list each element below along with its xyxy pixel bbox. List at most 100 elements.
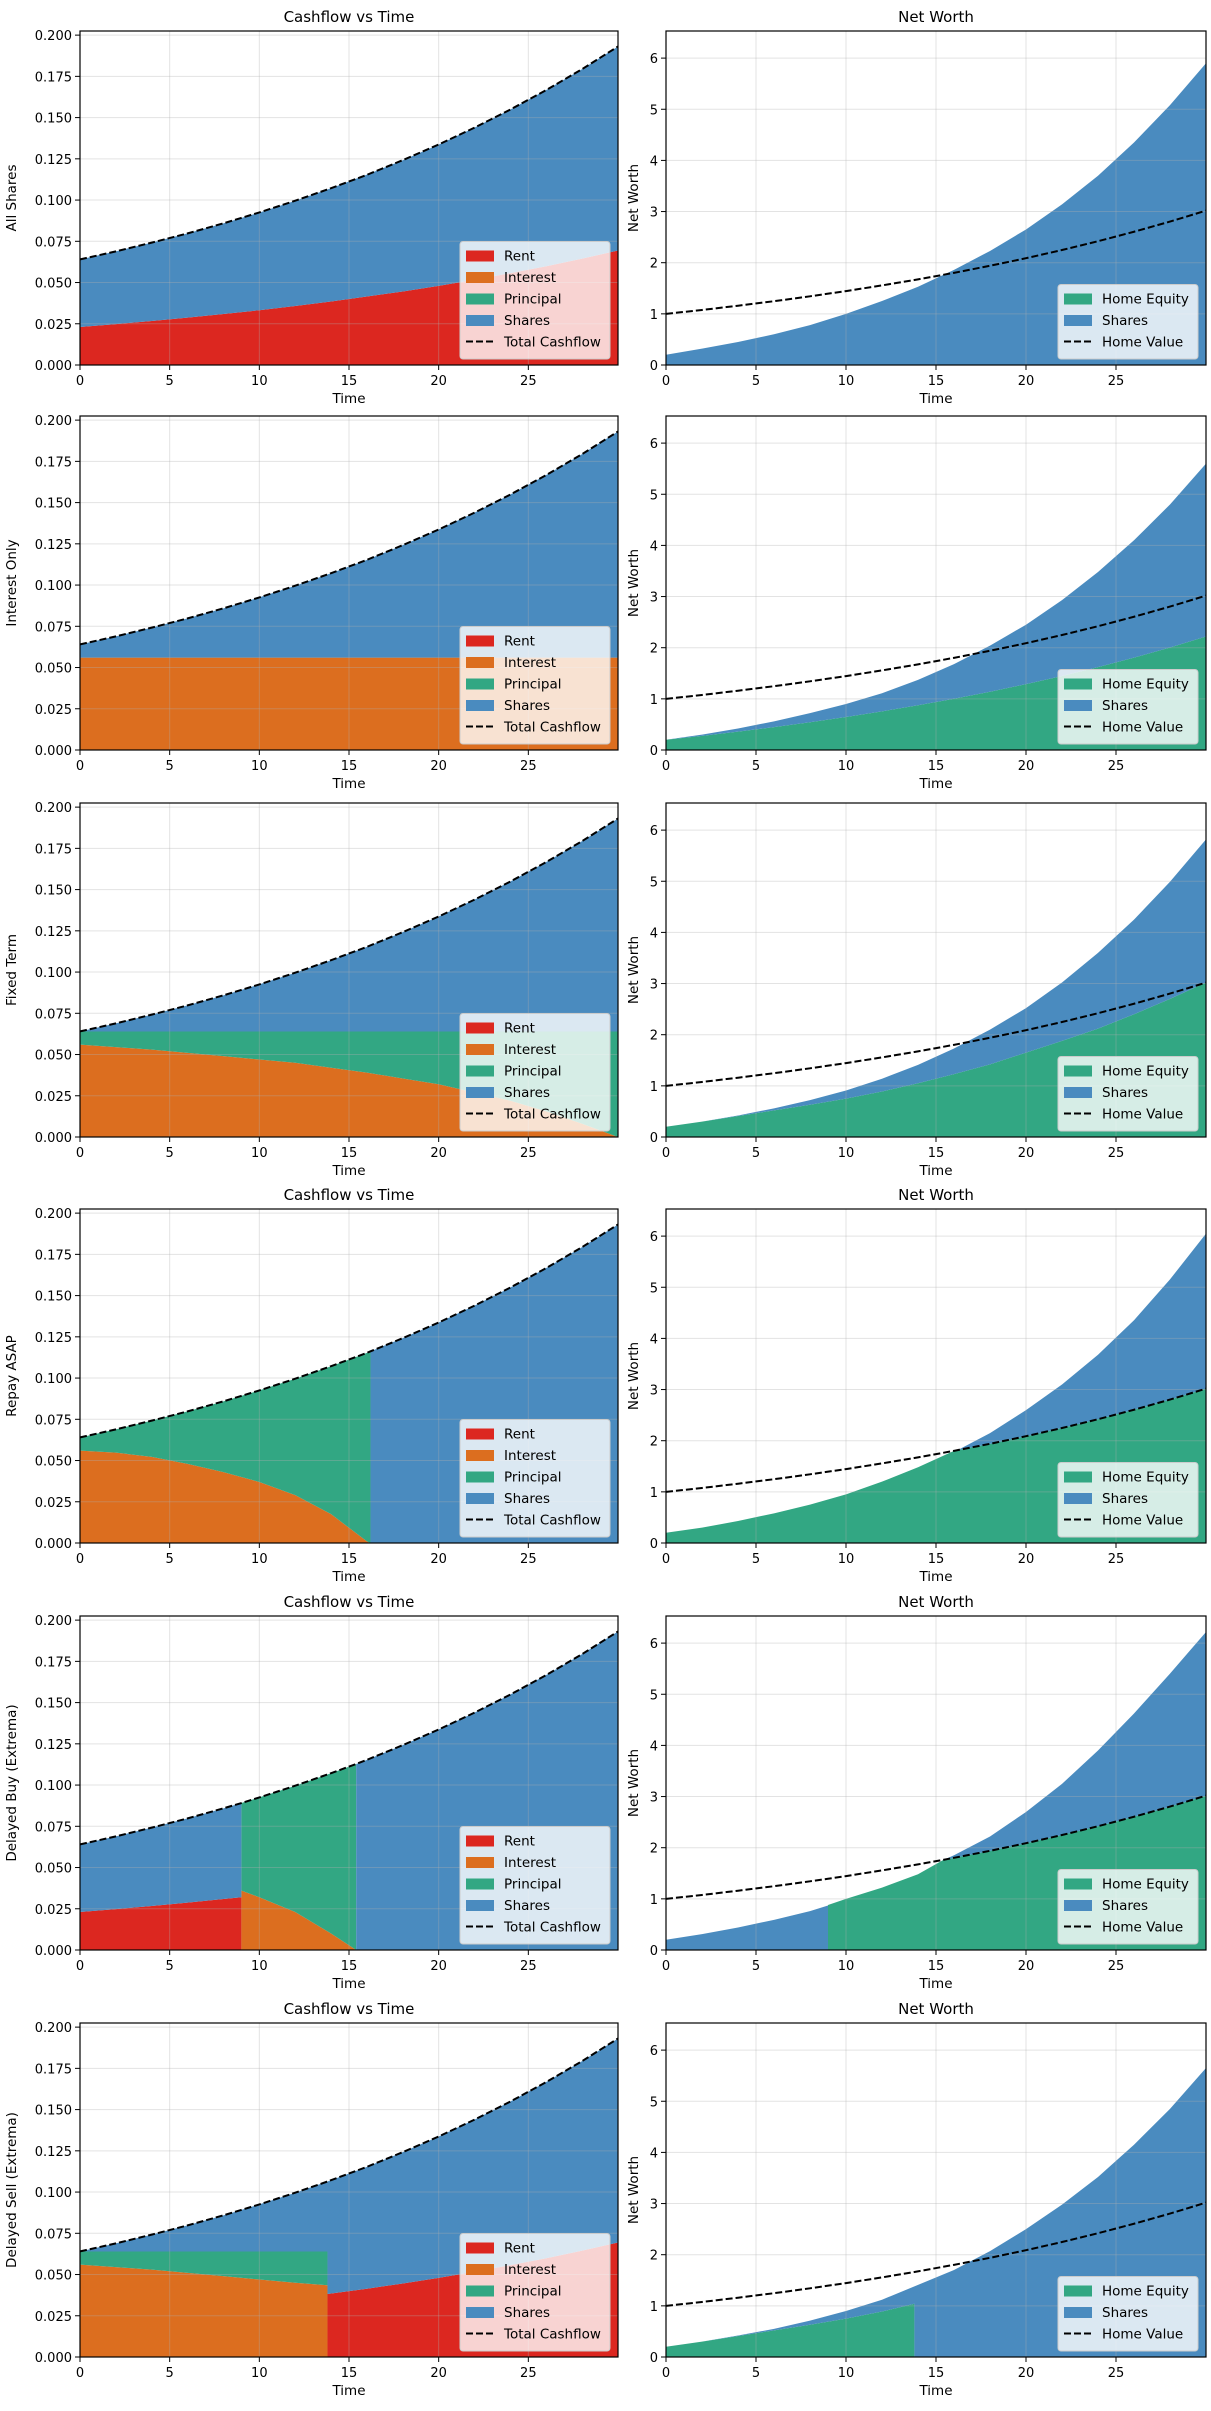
x-tick-label: 0	[76, 759, 84, 774]
legend-label: Shares	[1102, 1491, 1148, 1507]
legend-label: Shares	[1102, 1898, 1148, 1914]
subplot-title: Net Worth	[898, 2000, 974, 2018]
legend-label: Principal	[504, 1064, 562, 1080]
y-tick-label: 3	[650, 978, 658, 993]
legend-swatch	[1064, 1065, 1092, 1077]
y-tick-label: 2	[650, 642, 658, 657]
y-tick-label: 0.125	[35, 1331, 72, 1346]
x-axis-label: Time	[331, 1976, 365, 1992]
y-tick-label: 4	[650, 2146, 658, 2161]
y-tick-label: 0.100	[35, 579, 72, 594]
x-tick-label: 10	[838, 374, 855, 389]
y-tick-label: 3	[650, 591, 658, 606]
y-tick-label: 0.150	[35, 497, 72, 512]
legend-swatch	[466, 293, 494, 305]
x-tick-label: 25	[520, 1552, 537, 1567]
y-axis-label: Net Worth	[626, 164, 642, 232]
y-tick-label: 0.150	[35, 112, 72, 127]
legend-label: Shares	[504, 2305, 550, 2321]
x-tick-label: 5	[166, 1146, 174, 1161]
y-tick-label: 3	[650, 1791, 658, 1806]
y-tick-label: 3	[650, 1384, 658, 1399]
line-total-cashflow	[80, 2037, 618, 2253]
x-tick-label: 20	[1018, 1552, 1035, 1567]
subplot-net-worth-5: 0 5 10 15 20 25 0 1 2 3 4 5 6 Time Net Worth Net Worth H…	[626, 1593, 1207, 1992]
legend-box	[1057, 669, 1199, 745]
line-total-cashflow	[80, 45, 618, 261]
x-tick-label: 25	[1108, 374, 1125, 389]
x-tick-label: 0	[662, 374, 670, 389]
x-tick-label: 20	[430, 1959, 447, 1974]
y-axis-label: Net Worth	[626, 936, 642, 1004]
x-tick-label: 20	[430, 759, 447, 774]
y-tick-label: 0.200	[35, 1614, 72, 1629]
legend-label: Principal	[504, 677, 562, 693]
legend-box	[1057, 284, 1199, 360]
x-axis-label: Time	[918, 391, 952, 407]
legend: Home Equity Shares Home Value	[1057, 1869, 1199, 1945]
legend-swatch	[1064, 1878, 1092, 1890]
subplot-title: Cashflow vs Time	[284, 2000, 415, 2018]
legend: Home Equity Shares Home Value	[1057, 2276, 1199, 2352]
x-tick-label: 25	[1108, 2366, 1125, 2381]
y-tick-label: 0.050	[35, 1049, 72, 1064]
y-tick-label: 0.025	[35, 1090, 72, 1105]
y-tick-label: 5	[650, 1281, 658, 1296]
legend-swatch	[466, 1087, 494, 1098]
legend-label: Shares	[504, 1898, 550, 1914]
legend-swatch	[466, 315, 494, 326]
y-tick-label: 0.000	[35, 1131, 72, 1146]
line-home-value	[666, 209, 1206, 315]
legend-box	[1057, 1462, 1199, 1538]
y-tick-label: 0.100	[35, 1372, 72, 1387]
legend-swatch	[466, 1428, 494, 1440]
y-tick-label: 0.075	[35, 235, 72, 250]
x-tick-label: 20	[1018, 1146, 1035, 1161]
subplot-cashflow-2: 0 5 10 15 20 25 0.000 0.025 0.050 0.075 0.100 0.125…	[4, 414, 619, 792]
subplot-net-worth-6: 0 5 10 15 20 25 0 1 2 3 4 5 6 Time Net Worth Net Worth H…	[626, 2000, 1207, 2399]
y-tick-label: 5	[650, 875, 658, 890]
y-tick-label: 6	[650, 2044, 658, 2059]
y-tick-label: 5	[650, 2095, 658, 2110]
subplot-cashflow-5: 0 5 10 15 20 25 0.000 0.025 0.050 0.075 0.100 0.125…	[4, 1593, 619, 1992]
x-tick-label: 5	[166, 1552, 174, 1567]
x-axis-label: Time	[918, 1976, 952, 1992]
line-total-cashflow	[80, 817, 618, 1033]
y-axis-label: Repay ASAP	[4, 1335, 20, 1417]
legend-label: Home Equity	[1102, 1877, 1189, 1893]
y-tick-label: 6	[650, 1230, 658, 1245]
x-tick-label: 15	[928, 1146, 945, 1161]
y-tick-label: 0.200	[35, 2021, 72, 2036]
y-tick-label: 4	[650, 539, 658, 554]
y-tick-label: 6	[650, 1637, 658, 1652]
y-tick-label: 0.175	[35, 2062, 72, 2077]
legend-swatch	[466, 1900, 494, 1911]
y-tick-label: 4	[650, 926, 658, 941]
legend-swatch	[466, 1835, 494, 1847]
legend-swatch	[466, 2307, 494, 2318]
y-tick-label: 0.000	[35, 1944, 72, 1959]
x-axis-label: Time	[918, 1163, 952, 1179]
subplot-title: Cashflow vs Time	[284, 1593, 415, 1611]
x-tick-label: 10	[838, 1959, 855, 1974]
line-total-cashflow	[80, 1223, 618, 1439]
legend-label: Rent	[504, 1834, 535, 1850]
x-tick-label: 25	[1108, 759, 1125, 774]
y-tick-label: 0.175	[35, 455, 72, 470]
legend-label: Home Value	[1102, 335, 1183, 351]
y-tick-label: 0.025	[35, 318, 72, 333]
y-tick-label: 0.100	[35, 2186, 72, 2201]
legend-label: Total Cashflow	[503, 1513, 601, 1529]
legend-label: Home Equity	[1102, 1064, 1189, 1080]
legend-swatch	[466, 635, 494, 647]
legend-label: Principal	[504, 1470, 562, 1486]
legend-label: Interest	[504, 1855, 556, 1871]
legend: Home Equity Shares Home Value	[1057, 1056, 1199, 1132]
y-tick-label: 0.050	[35, 2269, 72, 2284]
x-tick-label: 20	[1018, 759, 1035, 774]
x-axis-label: Time	[918, 2383, 952, 2399]
y-tick-label: 0.075	[35, 620, 72, 635]
area-shares	[666, 1233, 1206, 1533]
legend-swatch	[1064, 1900, 1092, 1911]
